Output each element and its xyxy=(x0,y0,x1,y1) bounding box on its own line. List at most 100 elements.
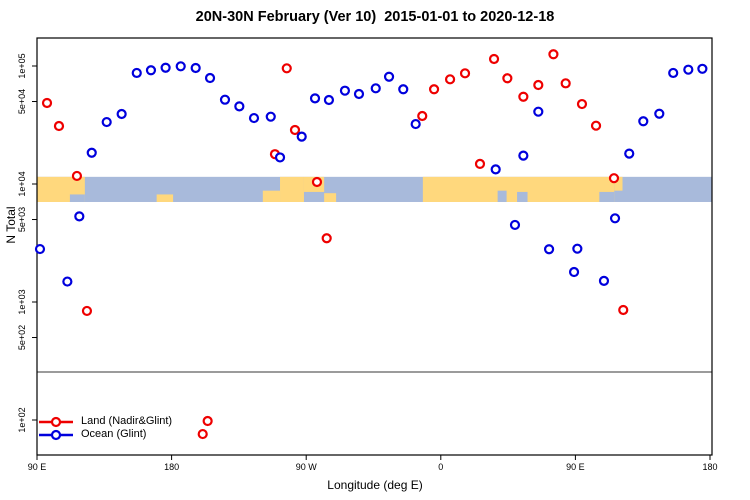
data-point-land xyxy=(488,53,500,65)
data-point-land xyxy=(548,49,559,60)
x-tick-label: 180 xyxy=(164,462,179,472)
data-point-ocean xyxy=(160,62,171,73)
y-tick-label: 1e+05 xyxy=(17,53,27,78)
data-point-ocean xyxy=(175,61,186,72)
legend-item-land: Land (Nadir&Glint) xyxy=(38,415,172,428)
map-band-land xyxy=(324,193,337,202)
map-band-land xyxy=(280,176,304,202)
data-point-ocean xyxy=(204,72,216,84)
data-point-ocean xyxy=(34,243,46,255)
data-point-land xyxy=(428,84,440,95)
x-tick-label: 90 E xyxy=(28,462,47,472)
data-point-land xyxy=(590,120,602,131)
data-point-ocean xyxy=(190,62,201,74)
data-point-land xyxy=(321,233,332,244)
data-point-land xyxy=(518,91,529,102)
x-tick-label: 180 xyxy=(702,462,717,472)
data-point-ocean xyxy=(86,147,97,158)
data-point-ocean xyxy=(543,244,555,255)
plot-border xyxy=(36,37,713,456)
data-point-ocean xyxy=(398,84,409,95)
data-point-land xyxy=(444,74,456,85)
data-point-ocean xyxy=(274,152,286,163)
data-point-ocean xyxy=(248,112,260,124)
data-point-ocean xyxy=(410,118,421,130)
map-band-land xyxy=(614,176,623,191)
legend-item-ocean: Ocean (Glint) xyxy=(38,428,172,441)
data-point-ocean xyxy=(638,116,649,127)
data-point-land xyxy=(618,304,629,316)
data-point-land xyxy=(197,428,208,440)
y-tick-label: 5e+02 xyxy=(17,325,27,350)
data-point-ocean xyxy=(296,131,307,142)
data-point-ocean xyxy=(598,275,610,286)
data-point-land xyxy=(474,158,486,170)
legend-marker-land-icon xyxy=(39,416,73,427)
y-tick-label: 1e+02 xyxy=(17,407,27,432)
data-point-land xyxy=(502,73,513,84)
data-point-ocean xyxy=(309,93,321,104)
data-point-land xyxy=(576,98,588,110)
data-point-ocean xyxy=(339,85,351,96)
data-point-ocean xyxy=(370,83,381,94)
x-tick-label: 90 W xyxy=(296,462,318,472)
data-point-land xyxy=(560,78,571,89)
y-tick-label: 1e+04 xyxy=(17,171,27,196)
data-point-land xyxy=(281,63,292,74)
data-point-land xyxy=(311,176,323,188)
data-point-ocean xyxy=(654,108,665,119)
data-point-ocean xyxy=(323,94,335,106)
data-point-ocean xyxy=(234,101,245,112)
map-band-water-notch xyxy=(69,194,85,202)
data-point-ocean xyxy=(568,266,580,278)
map-band-land xyxy=(156,194,174,202)
data-point-land xyxy=(71,170,83,182)
legend-marker-ocean-icon xyxy=(39,429,73,440)
data-point-land xyxy=(417,110,428,122)
data-point-ocean xyxy=(145,65,157,76)
x-tick-label: 90 E xyxy=(566,462,585,472)
y-tick-label: 5e+03 xyxy=(17,207,27,232)
data-point-ocean xyxy=(572,243,583,254)
data-point-ocean xyxy=(219,94,231,105)
data-point-ocean xyxy=(697,63,708,74)
y-axis-title: N Total xyxy=(4,206,18,244)
map-band-land xyxy=(262,190,281,202)
legend-label-land: Land (Nadir&Glint) xyxy=(81,415,173,427)
data-point-ocean xyxy=(668,67,679,79)
legend: Land (Nadir&Glint) Ocean (Glint) xyxy=(38,415,172,441)
data-point-ocean xyxy=(62,276,73,287)
data-point-ocean xyxy=(383,71,395,82)
data-point-land xyxy=(81,305,93,317)
data-point-land xyxy=(533,79,544,91)
data-point-land xyxy=(202,415,213,427)
data-point-ocean xyxy=(509,219,521,231)
x-tick-label: 0 xyxy=(438,462,443,472)
data-point-ocean xyxy=(490,164,501,175)
map-band-water-notch xyxy=(497,190,507,202)
data-point-ocean xyxy=(533,106,544,117)
data-point-ocean xyxy=(609,213,621,224)
data-point-ocean xyxy=(518,150,529,161)
x-axis-title: Longitude (deg E) xyxy=(327,478,423,492)
map-band-water-notch xyxy=(599,191,615,202)
y-tick-label: 1e+03 xyxy=(17,289,27,314)
chart-title: 20N-30N February (Ver 10) 2015-01-01 to … xyxy=(195,9,555,25)
data-point-land xyxy=(459,68,471,79)
data-point-land xyxy=(289,124,301,136)
data-point-ocean xyxy=(101,116,112,128)
data-point-land xyxy=(41,97,53,109)
data-point-ocean xyxy=(683,64,694,75)
data-point-ocean xyxy=(624,148,635,159)
data-point-land xyxy=(53,120,65,132)
data-point-ocean xyxy=(74,211,85,222)
y-tick-label: 5e+04 xyxy=(17,89,27,114)
data-point-ocean xyxy=(116,108,127,120)
map-band-water-notch xyxy=(517,191,528,202)
data-point-ocean xyxy=(353,88,365,100)
data-point-ocean xyxy=(131,67,142,79)
data-point-ocean xyxy=(265,111,276,122)
data-point-land xyxy=(608,173,620,184)
